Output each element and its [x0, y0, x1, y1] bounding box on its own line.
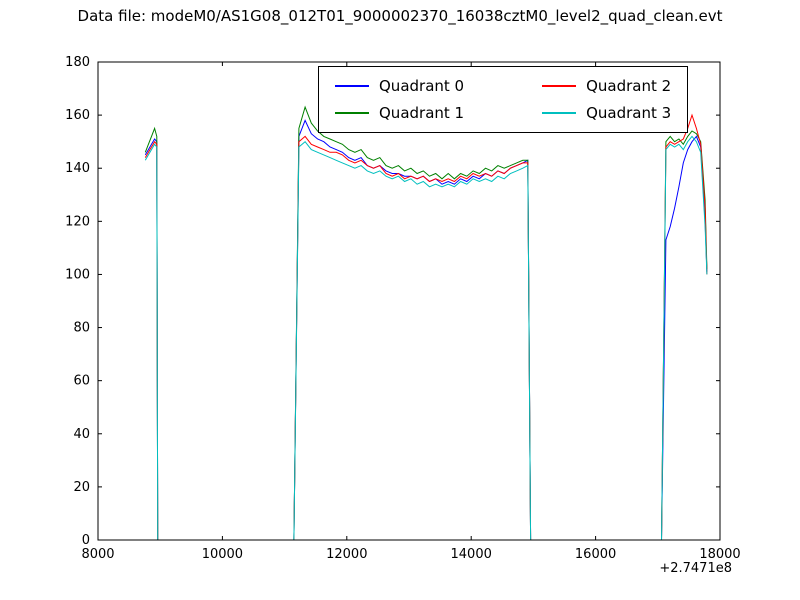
- legend-item-quadrant-0: Quadrant 0: [335, 77, 464, 95]
- x-tick-label: 10000: [202, 547, 243, 562]
- y-tick-label: 80: [73, 321, 90, 336]
- y-tick-label: 120: [65, 214, 90, 229]
- y-tick-label: 40: [73, 427, 90, 442]
- legend-line-sample-quadrant-1: [335, 112, 369, 114]
- series-line-3: [144, 135, 708, 541]
- x-tick-label: 14000: [451, 547, 492, 562]
- legend-item-quadrant-3: Quadrant 3: [542, 104, 671, 122]
- y-tick-label: 160: [65, 108, 90, 123]
- legend-item-quadrant-1: Quadrant 1: [335, 104, 464, 122]
- x-tick-label: 8000: [81, 547, 114, 562]
- y-tick-label: 0: [82, 533, 90, 548]
- legend-line-sample-quadrant-0: [335, 85, 369, 87]
- chart-title: Data file: modeM0/AS1G08_012T01_90000023…: [77, 7, 723, 25]
- legend-item-quadrant-2: Quadrant 2: [542, 77, 671, 95]
- legend-line-sample-quadrant-2: [542, 85, 577, 87]
- legend-label-quadrant-0: Quadrant 0: [379, 77, 465, 95]
- axes-frame: [97, 61, 721, 541]
- legend-label-quadrant-2: Quadrant 2: [586, 77, 672, 95]
- x-tick-label: 18000: [699, 547, 740, 562]
- x-tick-label: 16000: [575, 547, 616, 562]
- legend-line-sample-quadrant-3: [542, 112, 577, 114]
- x-axis-offset-label: +2.7471e8: [659, 561, 732, 576]
- y-tick-label: 60: [73, 374, 90, 389]
- y-tick-label: 20: [73, 480, 90, 495]
- series-line-2: [144, 113, 708, 541]
- legend-label-quadrant-1: Quadrant 1: [379, 104, 465, 122]
- series-line-1: [144, 105, 708, 541]
- y-tick-label: 140: [65, 161, 90, 176]
- y-tick-label: 100: [65, 267, 90, 282]
- legend: Quadrant 0 Quadrant 1 Quadrant 2 Quadran…: [318, 66, 689, 133]
- y-tick-label: 180: [65, 55, 90, 70]
- legend-label-quadrant-3: Quadrant 3: [586, 104, 672, 122]
- x-tick-label: 12000: [326, 547, 367, 562]
